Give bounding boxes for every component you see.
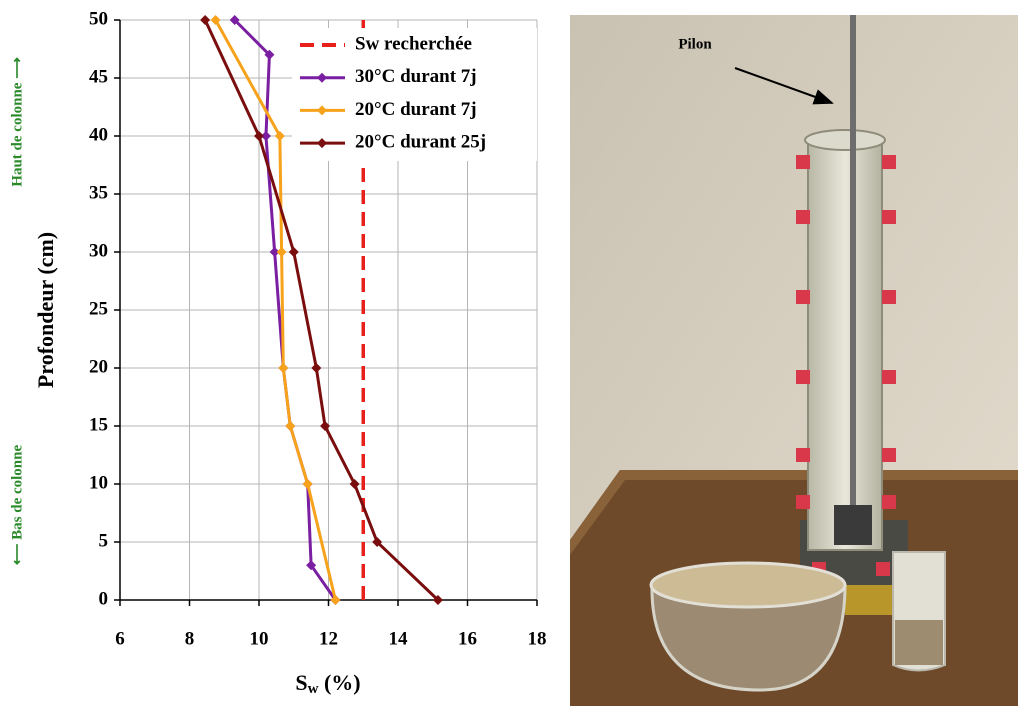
y-tick-label: 0 bbox=[99, 588, 109, 609]
y-axis-label: Profondeur (cm) bbox=[33, 232, 58, 388]
data-point bbox=[302, 479, 313, 489]
y-tick-label: 45 bbox=[89, 66, 108, 87]
data-point bbox=[349, 479, 360, 489]
legend-marker bbox=[317, 105, 327, 116]
data-point bbox=[320, 421, 331, 431]
y-tick-label: 30 bbox=[89, 240, 108, 261]
data-point bbox=[432, 595, 443, 605]
data-point bbox=[306, 560, 317, 571]
y-tick-label: 50 bbox=[89, 8, 108, 29]
annotation: ⟵ Bas de colonne bbox=[9, 445, 25, 566]
data-point bbox=[229, 15, 240, 25]
photo: Pilon bbox=[570, 15, 1018, 706]
x-tick-label: 6 bbox=[115, 628, 125, 649]
legend-label: 20°C durant 7j bbox=[355, 99, 477, 120]
data-point bbox=[260, 131, 271, 141]
series-line bbox=[203, 19, 439, 602]
data-point bbox=[330, 595, 341, 605]
data-point bbox=[285, 421, 296, 431]
x-axis-label-main: S bbox=[295, 670, 307, 695]
data-point bbox=[288, 247, 299, 257]
data-point bbox=[200, 15, 211, 25]
data-point bbox=[254, 131, 264, 141]
x-tick-label: 10 bbox=[250, 628, 269, 649]
legend-marker bbox=[317, 72, 327, 83]
x-tick-label: 18 bbox=[528, 628, 547, 649]
data-point bbox=[269, 247, 280, 257]
x-tick-label: 8 bbox=[185, 628, 195, 649]
x-tick-label: 14 bbox=[389, 628, 409, 649]
x-axis-label-sub: w bbox=[308, 681, 319, 697]
data-point bbox=[278, 363, 289, 373]
data-point bbox=[274, 131, 285, 141]
legend-box bbox=[292, 28, 537, 161]
data-point bbox=[210, 15, 221, 25]
y-tick-label: 10 bbox=[89, 472, 108, 493]
legend-marker bbox=[317, 138, 327, 149]
data-point bbox=[264, 49, 275, 60]
y-tick-label: 15 bbox=[89, 414, 108, 435]
data-point bbox=[372, 537, 383, 547]
x-tick-label: 12 bbox=[319, 628, 338, 649]
y-tick-label: 25 bbox=[89, 298, 108, 319]
x-axis-label: Sw (%) bbox=[295, 670, 360, 697]
y-tick-label: 35 bbox=[89, 182, 108, 203]
y-tick-label: 40 bbox=[89, 124, 108, 145]
y-tick-label: 20 bbox=[89, 356, 108, 377]
legend-label: 20°C durant 25j bbox=[355, 131, 486, 152]
photo-label: Pilon bbox=[678, 36, 712, 52]
x-tick-label: 16 bbox=[458, 628, 477, 649]
annotation: Haut de colonne ⟶ bbox=[9, 57, 25, 187]
legend-label: 30°C durant 7j bbox=[355, 66, 477, 87]
data-point bbox=[276, 247, 287, 257]
legend-label: Sw recherchée bbox=[355, 33, 472, 54]
y-tick-label: 5 bbox=[99, 530, 109, 551]
data-point bbox=[311, 363, 322, 373]
x-axis-label-unit: (%) bbox=[318, 670, 360, 695]
